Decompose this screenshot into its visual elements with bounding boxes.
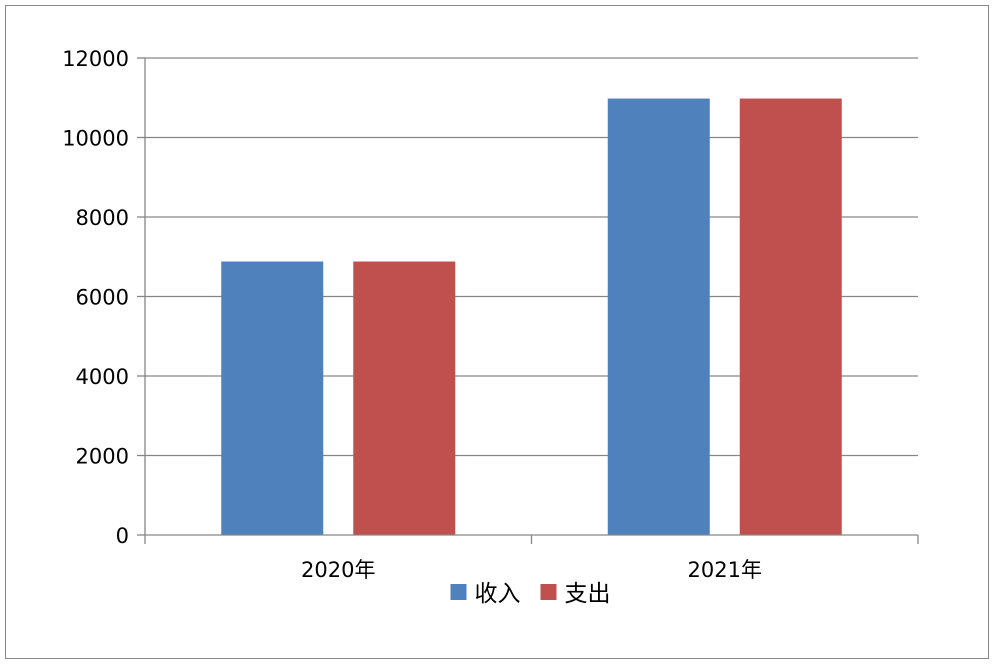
bar	[221, 261, 324, 535]
bar	[739, 98, 842, 536]
y-tick-label: 2000	[76, 445, 129, 469]
y-tick-label: 12000	[62, 47, 129, 71]
y-tick-label: 4000	[76, 365, 129, 389]
bar	[607, 98, 710, 536]
legend-swatch	[540, 584, 557, 600]
y-tick-labels: 0 2000 4000 6000 8000 10000 12000	[62, 47, 129, 548]
bars	[221, 98, 842, 536]
y-tick-label: 0	[116, 524, 129, 548]
y-tick-label: 8000	[76, 206, 129, 230]
legend: 收入 支出	[450, 581, 611, 607]
legend-label: 支出	[565, 581, 611, 607]
x-tick-label: 2021年	[688, 558, 762, 582]
y-tick-label: 6000	[76, 286, 129, 310]
x-tick-labels: 2020年 2021年	[301, 558, 762, 582]
axes	[137, 57, 919, 544]
x-tick-label: 2020年	[301, 558, 375, 582]
legend-swatch	[450, 584, 467, 600]
legend-label: 收入	[475, 581, 521, 607]
y-tick-label: 10000	[62, 127, 129, 151]
bar	[353, 261, 456, 535]
